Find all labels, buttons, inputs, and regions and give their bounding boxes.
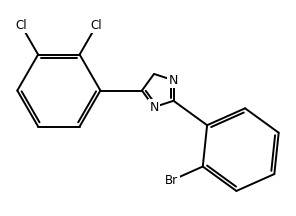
Text: Br: Br (165, 174, 178, 187)
Text: N: N (169, 74, 178, 87)
Text: N: N (149, 101, 159, 114)
Text: Cl: Cl (15, 19, 27, 32)
Text: Cl: Cl (91, 19, 102, 32)
